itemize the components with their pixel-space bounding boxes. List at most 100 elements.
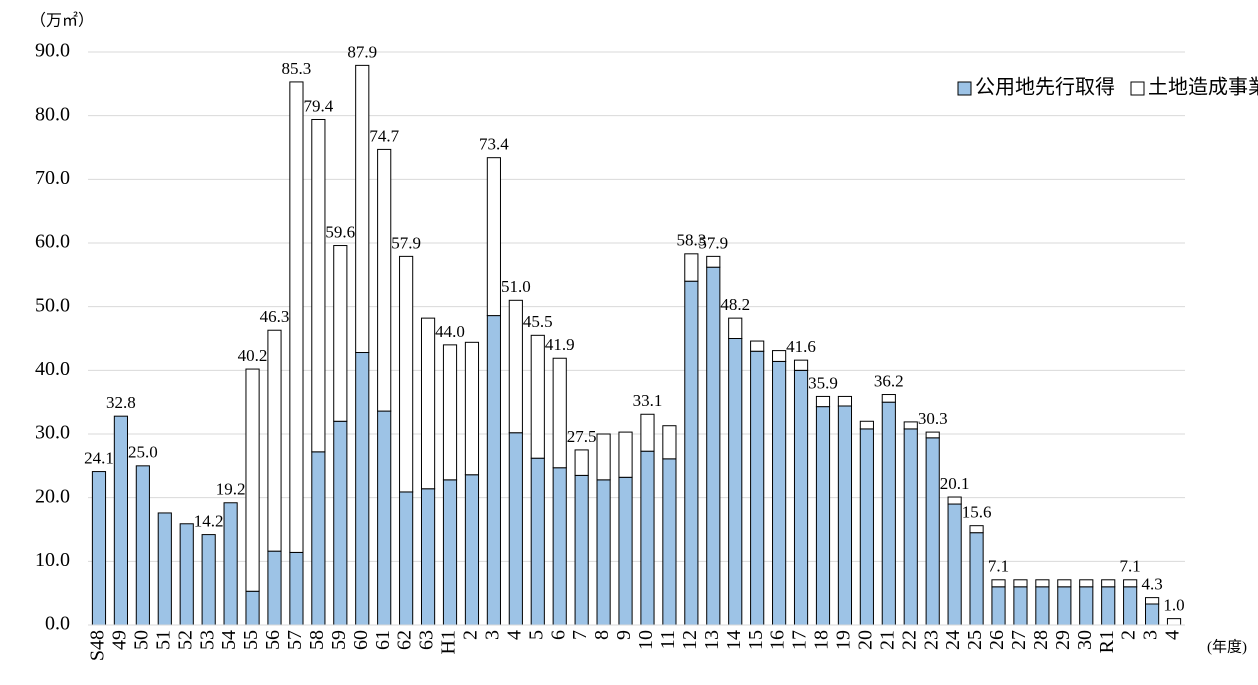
y-tick-label: 20.0 (35, 485, 70, 507)
bar-segment (399, 491, 414, 626)
bar-segment (640, 450, 655, 626)
x-tick-label: 4 (1162, 630, 1184, 640)
bar-segment (1123, 579, 1138, 588)
x-tick-label: 8 (591, 630, 613, 640)
total-label: 87.9 (347, 42, 377, 61)
bar-segment (333, 245, 348, 422)
total-label: 45.5 (523, 312, 553, 331)
bar-segment (1145, 597, 1160, 605)
bar-segment (1057, 579, 1072, 588)
x-tick-label: 63 (416, 630, 438, 650)
total-label: 35.9 (808, 373, 838, 392)
y-tick-label: 90.0 (35, 40, 70, 62)
total-label: 7.1 (1120, 557, 1141, 576)
bar-segment (442, 344, 458, 481)
legend-label: 土地造成事業 (1148, 76, 1258, 99)
bar-segment (837, 405, 853, 626)
bar-segment (135, 465, 150, 626)
x-tick-label: 2 (1118, 630, 1140, 640)
bar-segment (574, 474, 589, 626)
total-label: 20.1 (940, 474, 970, 493)
bar-segment (618, 476, 633, 626)
x-tick-label: 21 (876, 630, 898, 650)
x-tick-label: 6 (547, 630, 569, 640)
bar-segment (552, 467, 567, 626)
total-label: 41.9 (545, 335, 575, 354)
bar-segment (596, 433, 611, 481)
bar-segment (684, 280, 699, 626)
total-label: 74.7 (369, 126, 399, 145)
total-label: 14.2 (194, 511, 224, 530)
x-tick-label: 23 (920, 630, 942, 650)
bar-segment (420, 488, 436, 626)
bar-segment (903, 428, 918, 626)
total-label: 59.6 (325, 222, 355, 241)
bar-segment (1101, 586, 1116, 626)
legend-swatch (1130, 81, 1145, 96)
bar-segment (925, 431, 940, 439)
bar-segment (859, 428, 874, 626)
bar-segment (969, 525, 984, 534)
bar-segment (91, 471, 107, 626)
bar-segment (596, 479, 611, 626)
x-tick-label: S48 (87, 630, 109, 661)
bar-segment (486, 157, 501, 317)
bar-segment (815, 395, 831, 408)
total-label: 19.2 (216, 480, 246, 499)
total-label: 73.4 (479, 135, 509, 154)
bar-segment (947, 496, 962, 505)
total-label: 36.2 (874, 371, 904, 390)
bar-segment (1013, 586, 1028, 626)
bar-segment (793, 359, 809, 371)
total-label: 30.3 (918, 409, 948, 428)
y-tick-label: 70.0 (35, 167, 70, 189)
x-tick-label: 18 (811, 630, 833, 650)
bar-segment (903, 421, 918, 430)
bar-segment (772, 360, 787, 626)
bar-segment (311, 451, 326, 626)
bar-segment (355, 352, 370, 626)
x-tick-label: 25 (964, 630, 986, 650)
bar-segment (311, 118, 326, 453)
bar-segment (1013, 579, 1028, 588)
bar-segment (772, 350, 787, 362)
bar-segment (508, 299, 523, 434)
bar-segment (289, 551, 304, 626)
x-tick-label: 30 (1074, 630, 1096, 650)
bar-segment (706, 255, 721, 268)
y-tick-label: 60.0 (35, 231, 70, 253)
x-tick-label: 62 (394, 630, 416, 650)
bar-segment (333, 420, 348, 626)
x-tick-label: 51 (152, 630, 174, 650)
x-tick-label: 28 (1030, 630, 1052, 650)
bar-segment (662, 458, 677, 626)
total-label: 44.0 (435, 322, 465, 341)
x-tick-label: 3 (1140, 630, 1162, 640)
bar-segment (640, 413, 655, 452)
bar-segment (486, 315, 501, 626)
bar-segment (267, 550, 282, 626)
bar-segment (464, 474, 480, 626)
total-label: 7.1 (988, 557, 1009, 576)
bar-segment (245, 590, 260, 626)
bar-segment (530, 457, 545, 626)
x-tick-label: 5 (525, 630, 547, 640)
total-label: 85.3 (282, 59, 312, 78)
bar-segment (1079, 586, 1094, 626)
x-tick-label: 56 (262, 630, 284, 650)
bar-segment (179, 523, 194, 626)
total-label: 40.2 (238, 346, 268, 365)
bar-segment (201, 534, 216, 626)
total-label: 58.3 (676, 231, 706, 250)
x-tick-label: 55 (240, 630, 262, 650)
x-tick-label: 16 (767, 630, 789, 650)
bar-segment (1057, 586, 1072, 626)
bar-segment (1123, 586, 1138, 626)
x-tick-label: 13 (701, 630, 723, 650)
x-tick-label: 22 (898, 630, 920, 650)
bar-segment (377, 148, 392, 412)
x-tick-label: 61 (372, 630, 394, 650)
y-tick-label: 0.0 (45, 613, 70, 635)
bar-segment (750, 340, 765, 352)
